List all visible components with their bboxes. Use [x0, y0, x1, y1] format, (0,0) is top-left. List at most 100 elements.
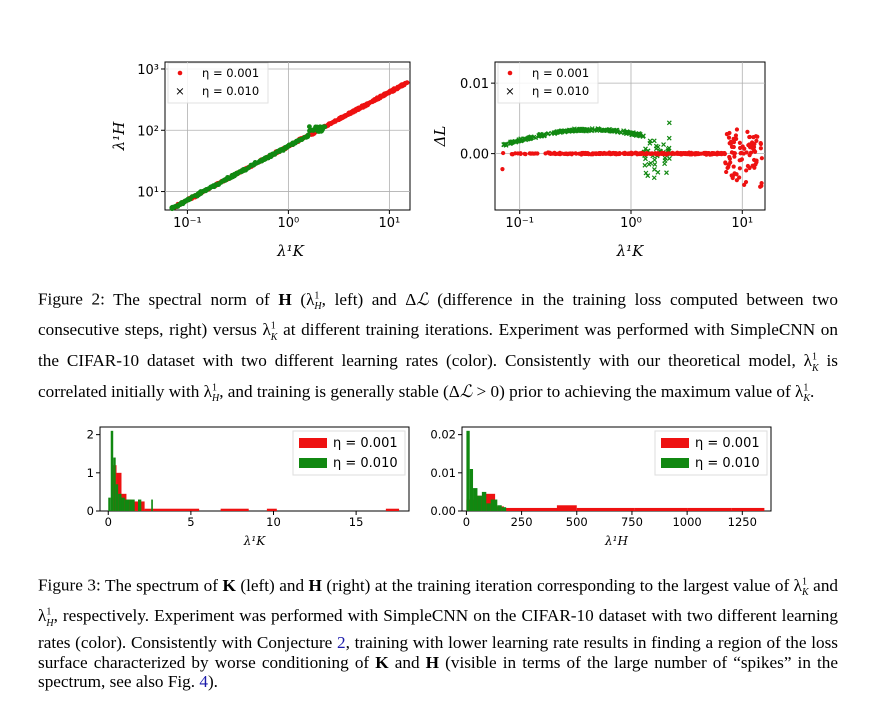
data-point-red	[759, 181, 764, 186]
data-point-red	[348, 110, 353, 116]
data-point-red	[745, 129, 750, 134]
data-point-green	[313, 125, 319, 130]
histogram-bar	[144, 508, 200, 511]
data-point-red	[500, 167, 505, 172]
data-point-green	[636, 132, 642, 138]
data-point-red	[719, 151, 724, 156]
data-point-red	[610, 151, 615, 156]
data-point-red	[621, 151, 626, 156]
histogram-bar	[503, 507, 568, 511]
data-point-green	[651, 138, 657, 144]
data-point-red	[523, 152, 528, 157]
data-point-red	[743, 179, 749, 185]
data-point-green	[274, 149, 280, 155]
data-point-red	[670, 151, 675, 156]
histogram-bar	[129, 499, 135, 511]
data-point-green	[178, 201, 184, 207]
data-point-green	[552, 131, 557, 137]
data-point-green	[655, 144, 661, 150]
y-tick-label: 2	[87, 428, 94, 442]
figure-2-text: The spectral norm of H (λ1H, left) and Δ…	[38, 289, 838, 405]
figure-2-label: Figure 2:	[38, 289, 105, 309]
data-point-red	[640, 150, 645, 156]
data-point-green	[664, 170, 669, 176]
data-point-red	[752, 165, 757, 170]
legend-label: η = 0.001	[333, 436, 398, 451]
data-point-green	[171, 204, 177, 210]
data-point-green	[662, 161, 668, 167]
x-tick-label: 1000	[672, 515, 701, 529]
y-tick-label: 10³	[137, 63, 159, 78]
data-point-red	[678, 150, 683, 156]
legend-marker-red	[507, 70, 513, 76]
data-point-green	[613, 127, 619, 133]
data-point-green	[643, 156, 648, 162]
histogram-bar	[473, 488, 478, 511]
histogram-bar	[469, 469, 474, 511]
histogram-bar	[220, 508, 249, 511]
data-point-red	[747, 134, 752, 140]
data-point-green	[572, 128, 578, 134]
data-point-green	[595, 126, 601, 132]
histogram-bar	[466, 430, 470, 511]
data-point-green	[592, 127, 598, 133]
data-point-red	[548, 151, 553, 156]
data-point-red	[724, 169, 729, 175]
data-point-red	[598, 151, 603, 156]
data-point-red	[590, 151, 595, 156]
data-point-red	[381, 92, 387, 98]
histogram-bar	[501, 507, 507, 511]
data-point-red	[535, 151, 540, 156]
data-point-red	[723, 161, 728, 166]
data-point-green	[187, 196, 193, 202]
data-point-red	[731, 140, 737, 145]
data-point-red	[633, 150, 638, 155]
x-tick-label: 750	[621, 515, 643, 529]
hist-k-frame	[99, 426, 410, 512]
y-axis-label: ΔL	[431, 126, 449, 148]
y-tick-label: 0.01	[430, 466, 456, 480]
data-point-green	[564, 128, 570, 134]
data-point-red	[530, 151, 535, 156]
data-point-red	[740, 144, 745, 149]
histogram-bar	[124, 499, 130, 511]
x-tick-label: 10⁰	[278, 216, 300, 231]
data-point-green	[231, 172, 237, 177]
data-point-green	[666, 120, 672, 126]
data-point-green	[623, 130, 629, 135]
data-point-red	[758, 141, 763, 146]
data-point-green	[640, 133, 646, 139]
histogram-bar	[121, 497, 125, 511]
data-point-red	[603, 151, 608, 156]
data-point-red	[582, 151, 587, 156]
data-point-green	[202, 187, 208, 193]
x-tick-label: 250	[511, 515, 533, 529]
data-point-green	[584, 128, 589, 134]
histogram-bar	[113, 457, 116, 511]
x-tick-label: 10⁻¹	[173, 216, 202, 231]
plot-frame-b	[494, 61, 766, 211]
data-point-red	[724, 132, 730, 137]
data-point-red	[738, 157, 744, 163]
y-tick-label: 1	[87, 466, 94, 480]
data-point-red	[734, 178, 739, 183]
y-tick-label: 0.00	[430, 504, 456, 518]
data-point-green	[552, 130, 558, 136]
data-point-green	[306, 124, 312, 130]
data-point-red	[578, 151, 584, 157]
legend-label: η = 0.001	[202, 66, 259, 80]
data-point-green	[558, 129, 564, 135]
histogram-bar	[477, 495, 482, 511]
x-tick-label: 0	[105, 515, 112, 529]
data-point-red	[355, 106, 361, 111]
data-point-red	[401, 82, 406, 87]
data-point-red	[391, 87, 396, 93]
data-point-red	[744, 150, 749, 155]
data-point-red	[386, 89, 392, 94]
data-point-red	[732, 154, 737, 159]
x-tick-label: 10¹	[731, 216, 753, 231]
data-point-green	[541, 132, 547, 138]
data-point-red	[362, 102, 367, 108]
data-point-green	[561, 128, 567, 134]
histogram-bar	[687, 507, 732, 511]
